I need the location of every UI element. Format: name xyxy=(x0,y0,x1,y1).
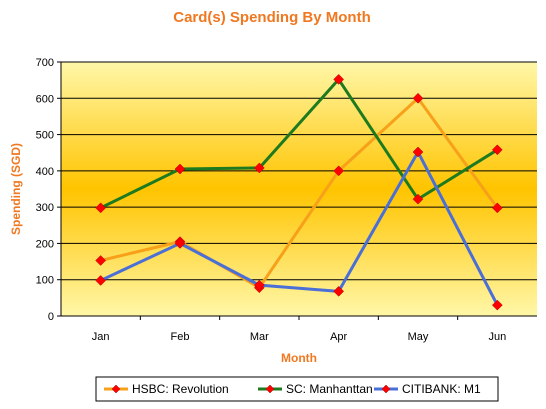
data-point xyxy=(111,384,121,394)
series-layer xyxy=(95,74,503,311)
legend-box xyxy=(95,376,499,402)
legend: HSBC: Revolution SC: Manhanttan CITIBANK: … xyxy=(104,382,481,396)
data-point xyxy=(265,384,275,394)
data-point xyxy=(412,92,424,104)
series-line xyxy=(100,96,499,290)
data-point xyxy=(174,163,186,175)
data-point xyxy=(253,162,265,174)
x-axis-title: Month xyxy=(281,351,317,365)
data-point xyxy=(95,202,107,214)
data-point xyxy=(333,165,345,177)
series-line xyxy=(100,150,499,306)
x-tick-label: Feb xyxy=(171,331,190,343)
legend-item: CITIBANK: M1 xyxy=(374,382,481,396)
data-point xyxy=(412,193,424,205)
legend-label: HSBC: Revolution xyxy=(132,382,229,396)
y-tick-labels: 0 100 200 300 400 500 600 700 xyxy=(36,57,61,323)
data-point xyxy=(412,146,424,158)
y-tick-label: 100 xyxy=(36,275,54,287)
gridlines xyxy=(61,61,537,281)
data-point xyxy=(253,279,265,291)
x-tick-label: Apr xyxy=(330,331,347,343)
legend-item: SC: Manhanttan xyxy=(258,382,373,396)
legend-label: SC: Manhanttan xyxy=(286,382,373,396)
x-tick-label: May xyxy=(408,331,429,343)
y-axis-title: Spending (SGD) xyxy=(9,143,23,235)
x-tick-label: Mar xyxy=(250,331,269,343)
data-point xyxy=(381,384,391,394)
legend-item: HSBC: Revolution xyxy=(104,382,229,396)
data-point xyxy=(333,285,345,297)
y-tick-label: 600 xyxy=(36,93,54,105)
y-tick-label: 500 xyxy=(36,130,54,142)
data-point xyxy=(174,238,186,249)
chart-title: Card(s) Spending By Month xyxy=(173,9,371,26)
x-tick-label: Jan xyxy=(92,331,110,343)
y-tick-label: 300 xyxy=(36,202,54,214)
x-tick-labels: Jan Feb Mar Apr May Jun xyxy=(92,316,506,343)
data-point xyxy=(491,202,503,214)
x-tick-label: Jun xyxy=(488,331,506,343)
data-point xyxy=(491,299,503,311)
legend-label: CITIBANK: M1 xyxy=(402,382,481,396)
y-tick-label: 200 xyxy=(36,238,54,250)
series xyxy=(95,146,503,311)
series-line xyxy=(100,77,499,210)
data-point xyxy=(95,275,107,286)
y-tick-label: 400 xyxy=(36,166,54,178)
data-point xyxy=(491,144,503,156)
series xyxy=(95,74,503,214)
plot-area xyxy=(61,62,537,316)
data-point xyxy=(333,74,345,85)
y-tick-label: 700 xyxy=(36,57,54,69)
y-tick-label: 0 xyxy=(48,311,54,323)
data-point xyxy=(95,255,107,266)
